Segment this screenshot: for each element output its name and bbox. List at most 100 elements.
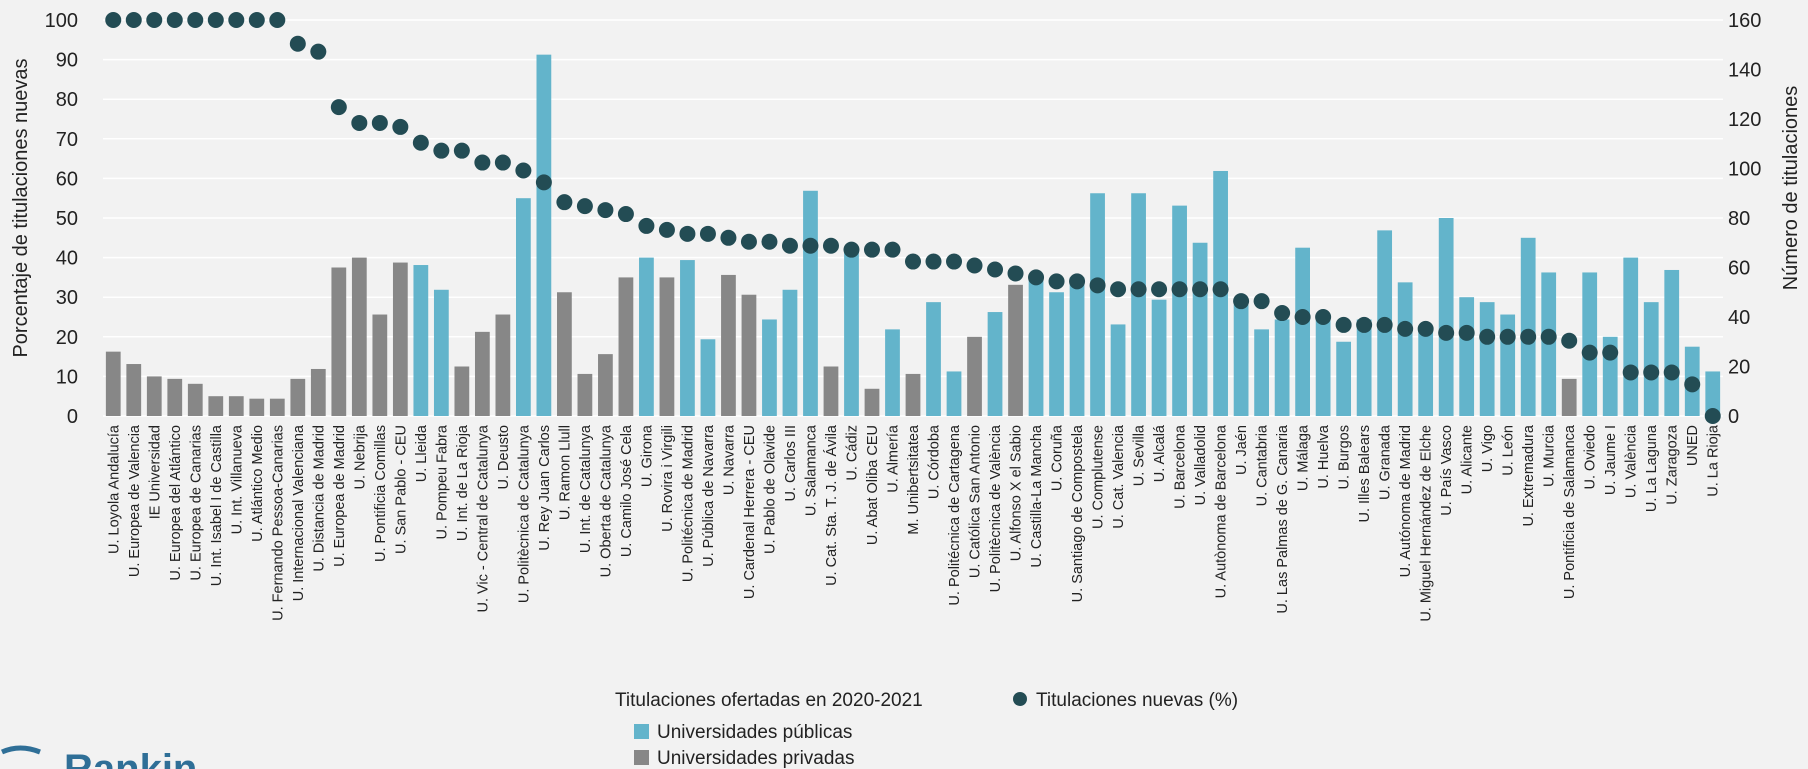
logo-text: Rankin — [64, 747, 197, 769]
dot — [1602, 344, 1619, 361]
category-label: U. Girona — [639, 424, 655, 487]
right-tick-label: 100 — [1728, 159, 1761, 181]
bar — [967, 336, 982, 416]
category-label: U. Int. Isabel I de Castilla — [209, 424, 225, 586]
category-label: U. Granada — [1378, 424, 1394, 500]
dot — [1151, 281, 1168, 298]
dot — [166, 12, 183, 28]
right-axis-ticks: 0 20 40 60 80 100 120 140 160 — [1728, 10, 1761, 428]
category-label: U. Politècnica de València — [988, 424, 1004, 592]
bar — [1110, 324, 1126, 416]
bar — [474, 331, 490, 416]
category-label: U. Ramon Llull — [557, 425, 573, 520]
bar — [1664, 269, 1680, 416]
category-label: U. Europea de Valencia — [127, 424, 143, 577]
dot — [1171, 281, 1188, 298]
dot — [679, 225, 696, 242]
category-label: U. Pública de Navarra — [701, 424, 717, 567]
dot — [1376, 316, 1393, 333]
category-label: U. Politécnica de Madrid — [680, 425, 696, 582]
left-axis-ticks: 0 10 20 30 40 50 60 70 80 90 100 — [45, 10, 78, 428]
category-label: U. Extremadura — [1521, 424, 1537, 526]
category-label: U. Pablo de Olavide — [762, 425, 778, 554]
bar — [454, 366, 470, 416]
category-label: U. País Vasco — [1439, 425, 1455, 516]
dot — [658, 221, 675, 238]
category-label: U. Vigo — [1480, 425, 1496, 472]
category-label: U. Europea de Canarias — [188, 425, 204, 581]
dot — [1274, 305, 1291, 322]
bar — [392, 262, 408, 416]
bar — [331, 267, 347, 416]
category-label: U. Alcalá — [1152, 424, 1168, 482]
category-label: U. Jaén — [1234, 425, 1250, 475]
left-tick-label: 50 — [56, 208, 78, 230]
legend-private-label: Universidades privadas — [657, 748, 855, 769]
dot — [740, 233, 757, 250]
category-label: U. Burgos — [1337, 425, 1353, 489]
right-tick-label: 60 — [1728, 258, 1750, 280]
category-label: U. Cardenal Herrera - CEU — [742, 425, 758, 599]
category-label: U. Santiago de Compostela — [1070, 424, 1086, 602]
left-tick-label: 0 — [67, 406, 78, 428]
category-label: U. Illes Balears — [1357, 425, 1373, 523]
category-label: U. Distancia de Madrid — [311, 425, 327, 572]
dot — [1684, 376, 1701, 393]
dot — [392, 118, 409, 135]
left-axis-title: Porcentaje de titulaciones nuevas — [10, 58, 32, 357]
right-tick-label: 80 — [1728, 208, 1750, 230]
bar — [762, 319, 777, 416]
bar — [577, 373, 593, 416]
category-label: U. Atlántico Medio — [250, 425, 266, 542]
dot — [535, 174, 552, 191]
dot — [330, 99, 347, 116]
bar — [803, 190, 818, 416]
category-label: U. Católica San Antonio — [968, 425, 984, 578]
category-label: U. Autònoma de Barcelona — [1214, 424, 1230, 598]
category-label: IE Universidad — [147, 425, 163, 519]
category-label: U. Int. Villanueva — [229, 424, 245, 534]
dot — [1622, 364, 1639, 381]
dot — [822, 237, 839, 254]
bar — [208, 396, 224, 416]
category-label: U. Miguel Hernández de Elche — [1419, 425, 1435, 622]
bar — [905, 373, 921, 416]
category-label: U. Rovira i Virgili — [660, 425, 676, 532]
dot — [1704, 408, 1721, 424]
dot — [884, 241, 901, 258]
category-labels: U. Loyola Andalucía U. Europea de Valenci… — [106, 424, 1721, 622]
dot — [105, 12, 122, 28]
category-label: UNED — [1685, 425, 1701, 466]
bar — [1561, 378, 1577, 416]
dot — [1479, 328, 1496, 345]
bar — [946, 371, 962, 416]
bar — [228, 396, 244, 416]
bar — [1295, 247, 1311, 416]
dot — [576, 198, 593, 215]
category-label: U. Salamanca — [803, 424, 819, 516]
dot — [494, 154, 511, 171]
dot — [863, 241, 880, 258]
category-label: M. Unibertsitatea — [906, 424, 922, 535]
bar — [105, 351, 121, 416]
left-tick-label: 80 — [56, 89, 78, 111]
bar — [1459, 297, 1475, 416]
category-label: U. Alfonso X el Sabio — [1009, 425, 1025, 561]
dot — [1397, 320, 1414, 337]
bar — [1049, 292, 1064, 416]
bar — [1233, 304, 1249, 416]
category-label: U. Int. de Catalunya — [578, 424, 594, 553]
dot — [269, 12, 286, 28]
category-label: U. Europea de Madrid — [332, 425, 348, 567]
right-axis-title: Número de titulaciones — [1780, 86, 1802, 291]
legend: Titulaciones ofertadas en 2020-2021 Titu… — [615, 690, 1238, 769]
bar — [1028, 277, 1044, 416]
dot — [1192, 281, 1209, 298]
left-tick-label: 10 — [56, 366, 78, 388]
category-label: U. Huelva — [1316, 424, 1332, 489]
bar — [1315, 319, 1331, 416]
dot — [289, 35, 306, 52]
dot — [351, 114, 368, 131]
dot — [720, 229, 737, 246]
